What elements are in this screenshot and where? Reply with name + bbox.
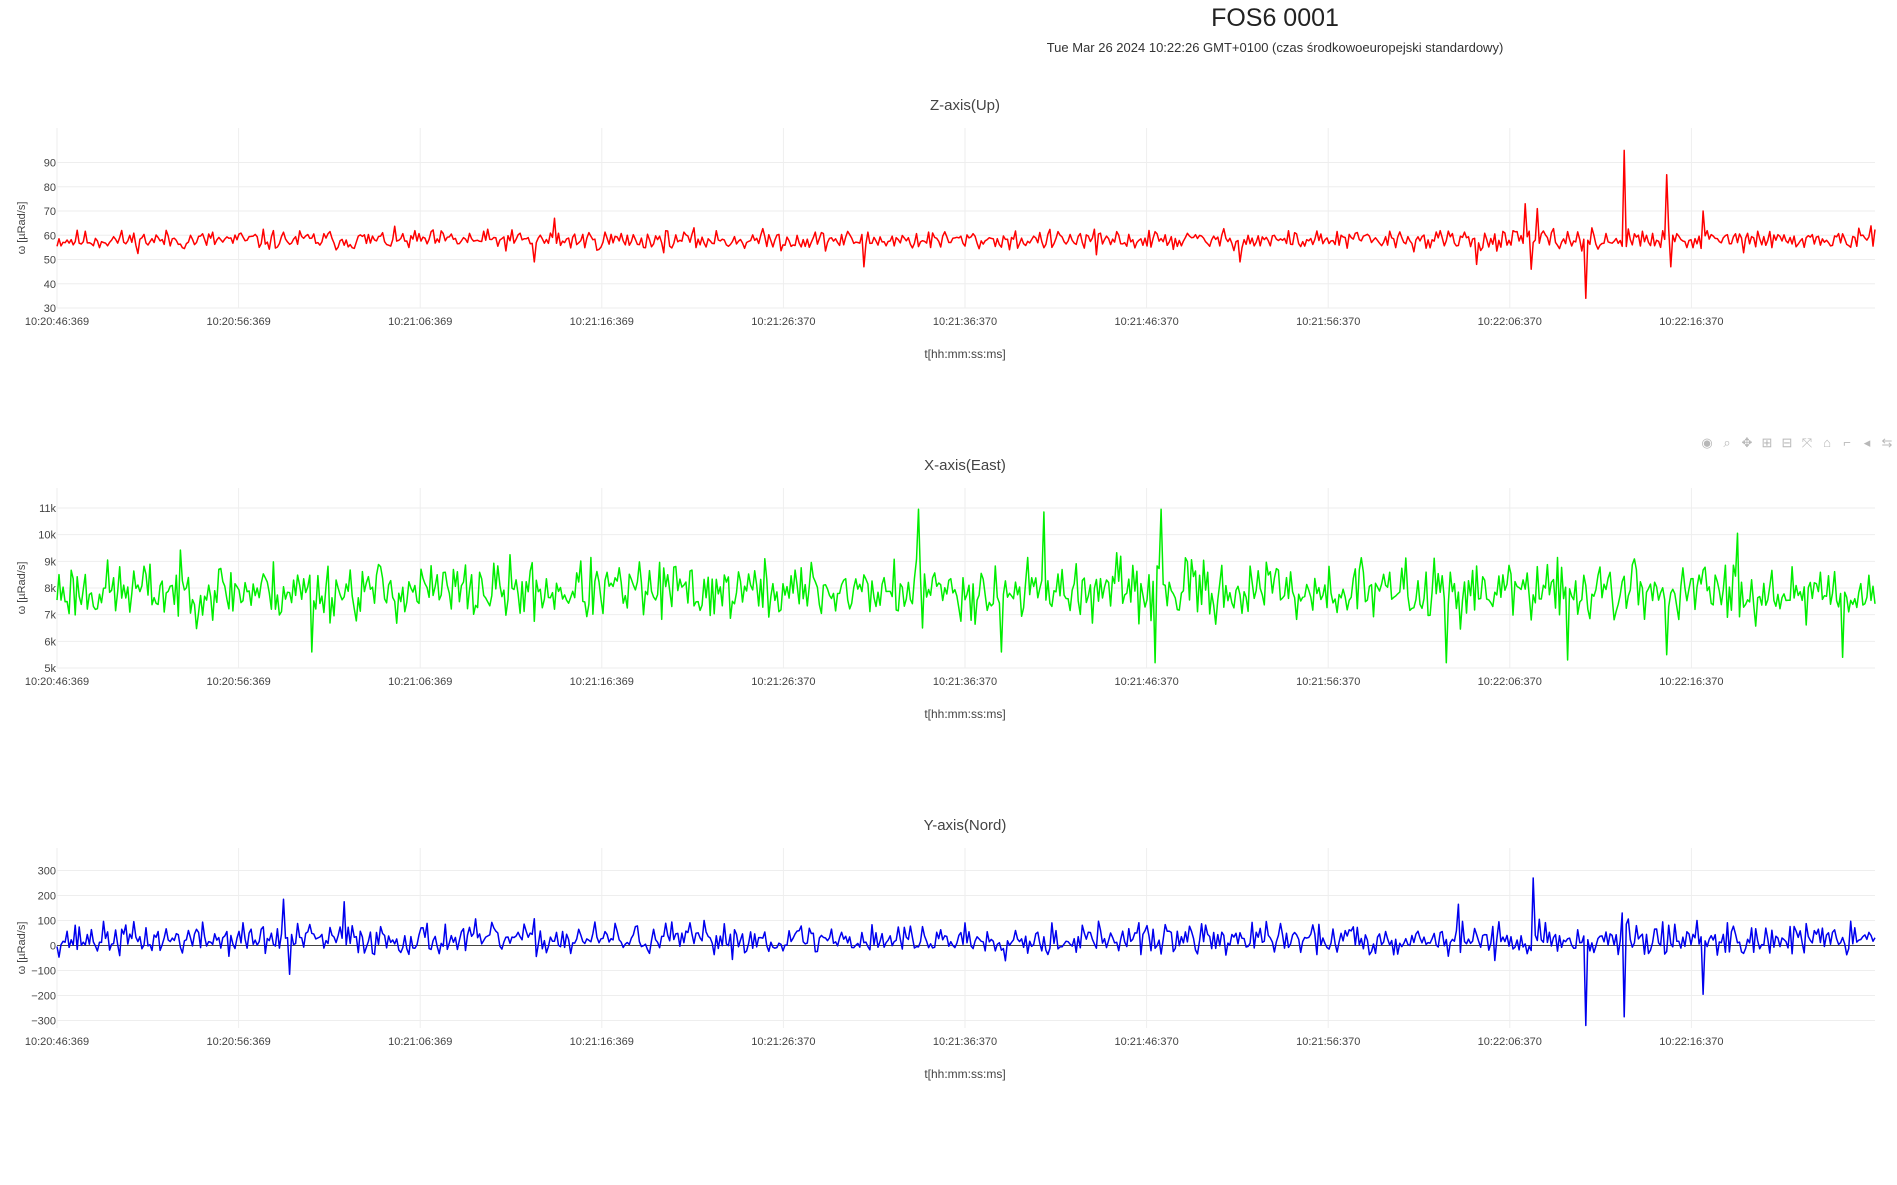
x-tick-label: 10:21:06:369 <box>388 316 452 328</box>
y-tick-label: 7k <box>44 610 56 622</box>
y-tick-label: 300 <box>38 866 56 878</box>
x-tick-label: 10:21:46:370 <box>1114 676 1178 688</box>
hover-compare-icon[interactable]: ⇆ <box>1881 435 1893 450</box>
chart-y-axis-svg[interactable]: Y-axis(Nord) −300 −200 −100 0 100 200 300 10:20:… <box>0 800 1897 1160</box>
chart-x-axis: X-axis(East) 5k 6k 7k 8k 9k 10k 11k 10:20:46:369… <box>0 440 1897 800</box>
y-tick-label: 9k <box>44 556 56 568</box>
autoscale-icon[interactable]: ⤧ <box>1801 435 1813 450</box>
chart-z-axis-svg[interactable]: Z-axis(Up) 30 40 50 60 70 80 90 10:20:46:369 10:2… <box>0 80 1897 440</box>
y-tick-label: 60 <box>44 230 56 242</box>
y-axis-label: ω [µRad/s] <box>16 202 28 255</box>
reset-axes-icon[interactable]: ⌂ <box>1823 435 1831 450</box>
y-tick-label: 5k <box>44 663 56 675</box>
x-tick-label: 10:20:46:369 <box>25 316 89 328</box>
page-title: FOS6 0001 <box>1211 4 1339 32</box>
series-line <box>56 149 1876 300</box>
y-tick-label: 11k <box>39 503 56 515</box>
hover-closest-icon[interactable]: ◂ <box>1863 435 1871 450</box>
zoom-icon[interactable]: ⌕ <box>1723 435 1731 450</box>
series-line <box>56 508 1876 664</box>
x-tick-label: 10:22:06:370 <box>1478 316 1542 328</box>
x-tick-label: 10:22:06:370 <box>1478 676 1542 688</box>
x-tick-label: 10:22:16:370 <box>1659 316 1723 328</box>
x-tick-label: 10:21:26:370 <box>751 1036 815 1048</box>
spike-lines-icon[interactable]: ⌐ <box>1843 435 1851 450</box>
x-tick-label: 10:21:06:369 <box>388 1036 452 1048</box>
pan-icon[interactable]: ✥ <box>1741 435 1753 450</box>
x-tick-label: 10:21:36:370 <box>933 1036 997 1048</box>
x-tick-label: 10:20:56:369 <box>206 316 270 328</box>
x-tick-label: 10:20:46:369 <box>25 676 89 688</box>
x-tick-label: 10:21:56:370 <box>1296 676 1360 688</box>
y-tick-label: 100 <box>38 916 56 928</box>
x-axis-label: t[hh:mm:ss:ms] <box>924 347 1005 361</box>
y-tick-label: 0 <box>50 941 56 953</box>
x-axis-label: t[hh:mm:ss:ms] <box>924 707 1005 721</box>
y-tick-label: −300 <box>31 1016 56 1028</box>
x-tick-label: 10:21:26:370 <box>751 316 815 328</box>
y-tick-label: 30 <box>44 303 56 315</box>
page-subtitle: Tue Mar 26 2024 10:22:26 GMT+0100 (czas … <box>1046 40 1504 55</box>
chart-title: Y-axis(Nord) <box>924 817 1007 834</box>
x-axis-label: t[hh:mm:ss:ms] <box>924 1067 1005 1081</box>
plot-modebar: ◉ ⌕ ✥ ⊞ ⊟ ⤧ ⌂ ⌐ ◂ ⇆ <box>1700 436 1894 452</box>
x-tick-label: 10:22:16:370 <box>1659 676 1723 688</box>
y-tick-label: 8k <box>44 583 56 595</box>
y-tick-label: −200 <box>31 991 56 1003</box>
x-tick-label: 10:21:16:369 <box>570 1036 634 1048</box>
y-tick-label: 10k <box>38 530 56 542</box>
x-tick-label: 10:22:16:370 <box>1659 1036 1723 1048</box>
x-tick-label: 10:21:46:370 <box>1114 1036 1178 1048</box>
chart-title: Z-axis(Up) <box>930 97 1000 114</box>
camera-icon[interactable]: ◉ <box>1701 435 1713 450</box>
x-tick-label: 10:21:06:369 <box>388 676 452 688</box>
zoom-in-icon[interactable]: ⊞ <box>1761 435 1773 450</box>
x-tick-label: 10:21:26:370 <box>751 676 815 688</box>
x-tick-label: 10:22:06:370 <box>1478 1036 1542 1048</box>
y-tick-label: 6k <box>44 636 56 648</box>
zoom-out-icon[interactable]: ⊟ <box>1781 435 1793 450</box>
chart-x-axis-svg[interactable]: X-axis(East) 5k 6k 7k 8k 9k 10k 11k 10:20:46:369… <box>0 440 1897 800</box>
y-tick-label: −100 <box>31 966 56 978</box>
x-tick-label: 10:20:56:369 <box>206 1036 270 1048</box>
x-tick-label: 10:21:56:370 <box>1296 1036 1360 1048</box>
series-line <box>56 877 1876 1027</box>
x-tick-label: 10:21:16:369 <box>570 676 634 688</box>
y-tick-label: 80 <box>44 182 56 194</box>
chart-y-axis: Y-axis(Nord) −300 −200 −100 0 100 200 300 10:20:… <box>0 800 1897 1160</box>
x-tick-label: 10:21:36:370 <box>933 316 997 328</box>
chart-z-axis: Z-axis(Up) 30 40 50 60 70 80 90 10:20:46:369 10:2… <box>0 80 1897 440</box>
y-tick-label: 40 <box>44 279 56 291</box>
chart-title: X-axis(East) <box>924 457 1006 474</box>
y-axis-label: ω [µRad/s] <box>16 562 28 615</box>
x-tick-label: 10:21:56:370 <box>1296 316 1360 328</box>
y-tick-label: 70 <box>44 206 56 218</box>
x-tick-label: 10:21:46:370 <box>1114 316 1178 328</box>
y-axis-label: ω [µRad/s] <box>16 922 28 975</box>
x-tick-label: 10:20:56:369 <box>206 676 270 688</box>
x-tick-label: 10:20:46:369 <box>25 1036 89 1048</box>
y-tick-label: 90 <box>44 158 56 170</box>
x-tick-label: 10:21:36:370 <box>933 676 997 688</box>
x-tick-label: 10:21:16:369 <box>570 316 634 328</box>
y-tick-label: 50 <box>44 255 56 267</box>
y-tick-label: 200 <box>38 891 56 903</box>
